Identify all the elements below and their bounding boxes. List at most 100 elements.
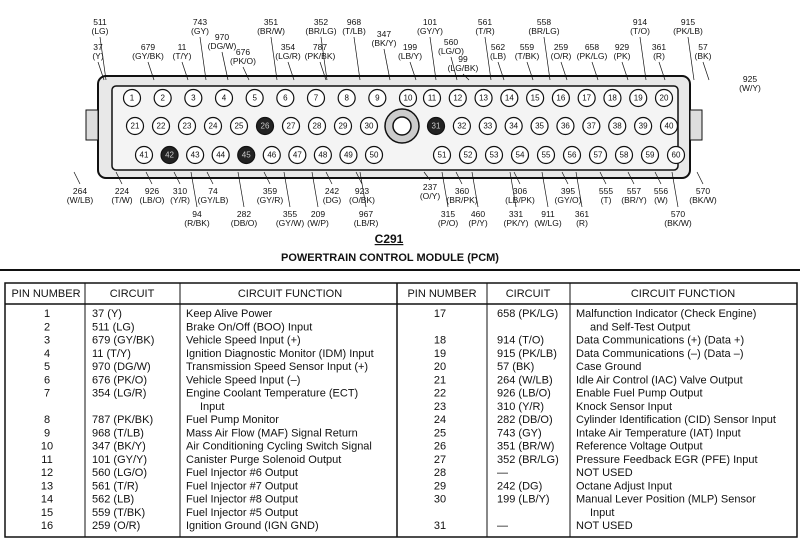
wire-color: (GY/LB)	[198, 195, 229, 205]
circuit-cell: —	[497, 467, 508, 479]
function-cell: Malfunction Indicator (Check Engine)	[576, 308, 756, 320]
leader-line	[409, 61, 417, 81]
pin-number: 16	[556, 94, 565, 103]
wire-color: (GY/W)	[276, 218, 304, 228]
leader-line	[221, 51, 229, 81]
leader-line	[560, 61, 568, 81]
wire-number: 911	[541, 209, 555, 219]
circuit-cell: 562 (LB)	[92, 494, 134, 506]
leader-line	[455, 171, 463, 185]
leader-line	[383, 48, 391, 81]
function-cell: Enable Fuel Pump Output	[576, 388, 703, 400]
circuit-cell: 926 (LB/O)	[497, 388, 551, 400]
pin-socket	[288, 145, 307, 165]
wire-number: 914	[633, 17, 647, 27]
wire-number: 562	[491, 42, 505, 52]
pin-number-cell: 15	[41, 507, 53, 519]
leader-line	[513, 171, 521, 185]
function-cell: Fuel Injector #5 Output	[186, 507, 298, 519]
wire-color: (GY)	[191, 26, 209, 36]
pin-number: 51	[438, 151, 447, 160]
wire-number: 658	[585, 42, 599, 52]
circuit-cell: 37 (Y)	[92, 308, 122, 320]
pin-socket	[125, 116, 145, 136]
circuit-cell: 199 (LB/Y)	[497, 494, 550, 506]
leader-line	[591, 61, 599, 81]
wire-number: 676	[236, 47, 250, 57]
leader-line	[423, 171, 431, 181]
leader-line	[283, 171, 291, 208]
pin-number-cell: 7	[44, 388, 50, 400]
wire-color: (GY/R)	[257, 195, 284, 205]
pin-number: 24	[209, 122, 218, 131]
pin-number: 28	[313, 122, 322, 131]
wire-number: 559	[520, 42, 534, 52]
circuit-cell: 787 (PK/BK)	[92, 414, 153, 426]
function-cell: Air Conditioning Cycling Switch Signal	[186, 441, 372, 453]
pin-number-cell: 17	[434, 308, 446, 320]
wire-number: 570	[696, 186, 710, 196]
wire-color: (PK)	[614, 51, 631, 61]
circuit-cell: 676 (PK/O)	[92, 374, 147, 386]
pin-number: 5	[252, 94, 257, 103]
wire-color: (GY/O)	[555, 195, 582, 205]
function-cell: Fuel Injector #8 Output	[186, 494, 298, 506]
pin-number-cell: 18	[434, 335, 446, 347]
pin-socket	[214, 88, 234, 108]
leader-line	[99, 36, 107, 81]
pin-socket	[337, 88, 356, 108]
function-cell: Brake On/Off (BOO) Input	[186, 321, 312, 333]
pin-socket	[422, 88, 442, 108]
wire-color: (O/Y)	[420, 191, 440, 201]
pin-socket	[186, 145, 205, 165]
pin-number-cell: 14	[41, 494, 53, 506]
pin-number: 42	[165, 151, 174, 160]
circuit-cell: 310 (Y/R)	[497, 401, 544, 413]
module-title: POWERTRAIN CONTROL MODULE (PCM)	[281, 252, 499, 264]
wire-number: 360	[455, 186, 469, 196]
wire-number: 925	[743, 74, 757, 84]
pin-socket	[536, 145, 556, 165]
wire-color: (LB/O)	[139, 195, 164, 205]
circuit-cell: 970 (DG/W)	[92, 361, 151, 373]
leader-line	[181, 61, 189, 81]
wire-number: 101	[423, 17, 437, 27]
pin-number: 35	[535, 122, 544, 131]
wire-number: 347	[377, 29, 391, 39]
leader-line	[702, 61, 710, 81]
pin-number-cell: 25	[434, 427, 446, 439]
leader-line	[639, 36, 647, 81]
wire-color: (W)	[654, 195, 668, 205]
pin-socket	[153, 88, 172, 108]
connector-latch	[85, 109, 99, 141]
pin-number-cell: 24	[434, 414, 446, 426]
column-header: CIRCUIT FUNCTION	[238, 288, 342, 300]
circuit-cell: 511 (LG)	[92, 321, 135, 333]
leader-line	[654, 171, 662, 185]
pin-socket	[160, 145, 179, 165]
wire-color: (GY/BK)	[132, 51, 164, 61]
pin-number: 47	[293, 151, 302, 160]
pin-number: 49	[344, 151, 353, 160]
pin-number: 40	[665, 122, 674, 131]
wire-number: 923	[355, 186, 369, 196]
pin-number: 10	[404, 94, 413, 103]
leader-line	[319, 61, 327, 81]
leader-line	[359, 171, 367, 208]
pin-number-cell: 10	[41, 441, 53, 453]
wire-number: 556	[654, 186, 668, 196]
wire-color: (LG/R)	[275, 51, 301, 61]
pin-number: 38	[613, 122, 622, 131]
wire-number: 331	[509, 209, 523, 219]
pin-socket	[151, 116, 171, 136]
wire-number: 361	[575, 209, 589, 219]
leader-line	[325, 171, 333, 185]
wire-number: 915	[681, 17, 695, 27]
pin-socket	[211, 145, 230, 165]
function-cell: Vehicle Speed Input (+)	[186, 335, 301, 347]
circuit-cell: 242 (DG)	[497, 480, 542, 492]
pin-number-cell: 23	[434, 401, 446, 413]
function-cell: NOT USED	[576, 467, 633, 479]
function-cell: Canister Purge Solenoid Output	[186, 454, 341, 466]
wire-color: (LG)	[92, 26, 109, 36]
